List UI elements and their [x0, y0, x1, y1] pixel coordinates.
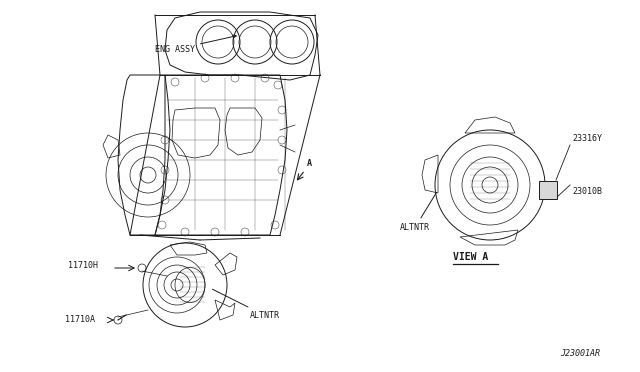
Text: ALTNTR: ALTNTR: [212, 289, 280, 320]
Text: A: A: [307, 159, 312, 168]
Text: ALTNTR: ALTNTR: [400, 192, 436, 232]
FancyBboxPatch shape: [539, 181, 557, 199]
Text: 11710A: 11710A: [65, 315, 95, 324]
Text: 11710H: 11710H: [68, 260, 98, 269]
Text: ENG ASSY: ENG ASSY: [155, 35, 236, 54]
Text: 23316Y: 23316Y: [572, 134, 602, 143]
Text: VIEW A: VIEW A: [453, 252, 488, 262]
Text: J23001AR: J23001AR: [560, 349, 600, 358]
Text: 23010B: 23010B: [572, 187, 602, 196]
